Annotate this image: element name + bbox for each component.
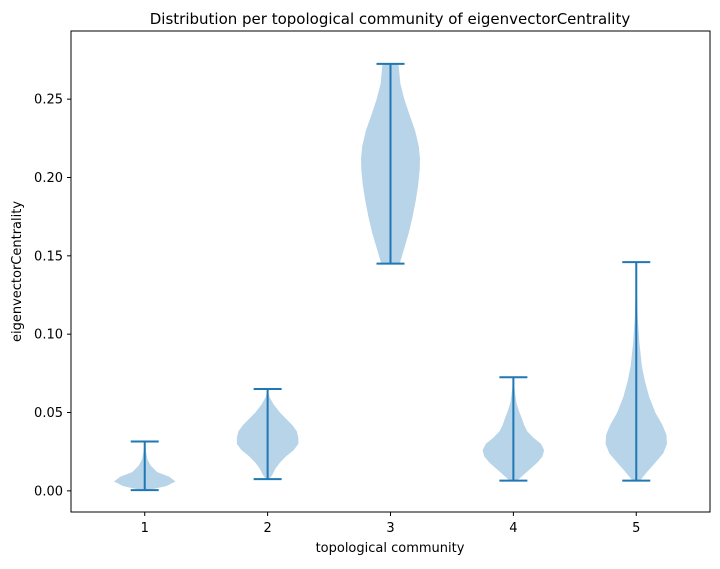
y-axis-label: eigenvectorCentrality bbox=[10, 201, 25, 342]
x-tick-label: 5 bbox=[632, 521, 640, 536]
plot-area bbox=[114, 62, 667, 492]
y-axis: 0.00 0.05 0.10 0.15 0.20 0.25 bbox=[34, 93, 71, 499]
y-tick-label: 0.05 bbox=[34, 406, 63, 421]
violin-4 bbox=[482, 376, 545, 482]
violin-2 bbox=[236, 388, 299, 481]
violin-5 bbox=[605, 261, 667, 482]
y-tick-label: 0.10 bbox=[34, 328, 63, 343]
y-tick-label: 0.25 bbox=[34, 93, 63, 108]
x-axis: 1 2 3 4 5 bbox=[141, 512, 640, 536]
x-axis-label: topological community bbox=[316, 541, 465, 556]
violin-3 bbox=[361, 62, 420, 265]
x-tick-label: 1 bbox=[141, 521, 149, 536]
y-tick-label: 0.15 bbox=[34, 249, 63, 264]
chart-title: Distribution per topological community o… bbox=[150, 10, 631, 28]
x-tick-label: 4 bbox=[509, 521, 517, 536]
x-tick-label: 3 bbox=[386, 521, 394, 536]
y-tick-label: 0.00 bbox=[34, 484, 63, 499]
violin-1 bbox=[114, 440, 176, 492]
y-tick-label: 0.20 bbox=[34, 171, 63, 186]
x-tick-label: 2 bbox=[263, 521, 271, 536]
